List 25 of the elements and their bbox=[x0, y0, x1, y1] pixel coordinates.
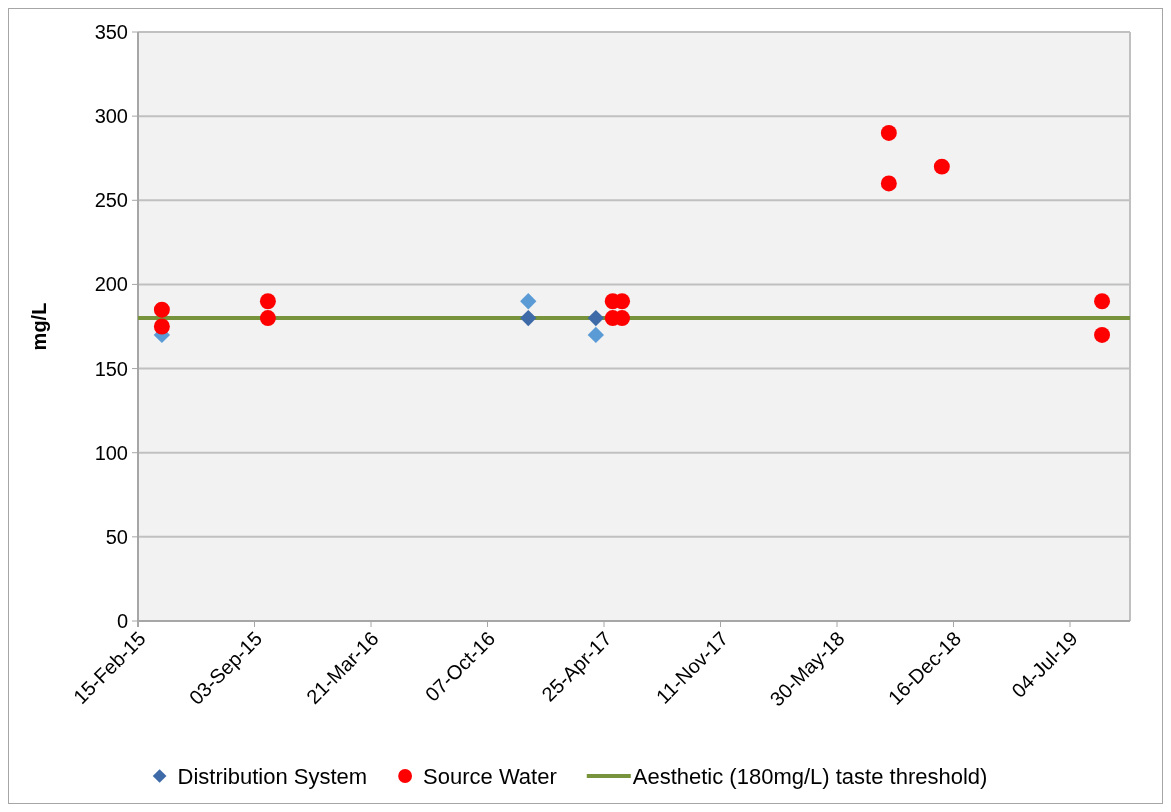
y-tick-label: 50 bbox=[105, 525, 128, 548]
legend-label: Aesthetic (180mg/L) taste threshold) bbox=[632, 763, 988, 789]
point bbox=[1094, 326, 1111, 343]
legend-label: Distribution System bbox=[177, 763, 368, 789]
y-tick-label: 150 bbox=[94, 357, 128, 380]
y-tick-label: 300 bbox=[94, 105, 128, 128]
point bbox=[259, 293, 276, 310]
point bbox=[153, 301, 170, 318]
point bbox=[259, 310, 276, 327]
y-tick-label: 100 bbox=[94, 441, 128, 464]
y-axis-title: mg/L bbox=[28, 302, 50, 351]
point bbox=[880, 175, 897, 192]
point bbox=[153, 318, 170, 335]
point bbox=[587, 309, 605, 327]
point bbox=[1094, 293, 1111, 310]
point bbox=[880, 125, 897, 141]
y-tick-label: 200 bbox=[94, 273, 128, 296]
legend-label: Source Water bbox=[423, 763, 557, 789]
point bbox=[520, 293, 537, 310]
point bbox=[587, 326, 605, 344]
point bbox=[520, 309, 537, 327]
y-tick-label: 350 bbox=[94, 21, 128, 43]
y-tick-label: 0 bbox=[116, 610, 128, 632]
point bbox=[933, 158, 950, 175]
y-tick-label: 250 bbox=[94, 189, 128, 212]
